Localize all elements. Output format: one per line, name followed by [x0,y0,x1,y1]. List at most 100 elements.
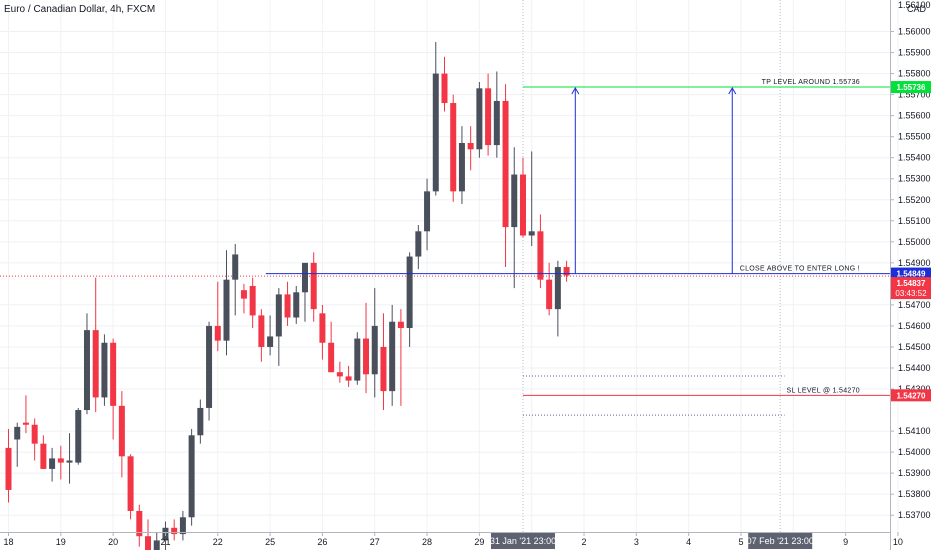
y-tick-label: 1.53800 [898,489,931,499]
candle-body[interactable] [214,325,221,341]
candle-body[interactable] [328,342,335,373]
candle-body[interactable] [319,313,326,343]
current-price-label: 1.54837 [897,279,926,288]
candle-body[interactable] [310,262,317,310]
sl-level-tag-label: 1.54270 [897,391,926,400]
x-tick-label: 2 [582,537,587,547]
candle-body[interactable] [118,405,125,457]
candle-body[interactable] [240,290,247,299]
candle-body[interactable] [66,460,73,463]
candle-body[interactable] [127,456,134,511]
candle-body[interactable] [467,142,474,150]
candle-body[interactable] [336,372,343,377]
candle-body[interactable] [101,342,108,398]
candle-body[interactable] [493,100,500,146]
candle-body[interactable] [275,294,282,337]
y-tick-label: 1.54100 [898,426,931,436]
candle-body[interactable] [406,256,413,329]
tp-level-tag-box [891,81,931,94]
candle-body[interactable] [389,321,396,392]
candle-body[interactable] [424,191,431,232]
y-tick-label: 1.55400 [898,153,931,163]
candle-body[interactable] [528,231,535,236]
candle-body[interactable] [197,407,204,436]
candle-body[interactable] [136,510,143,537]
candle-body[interactable] [258,315,265,347]
candle-body[interactable] [40,443,47,469]
candle-body[interactable] [110,342,117,406]
candle-body[interactable] [354,338,361,381]
candle-body[interactable] [179,517,186,535]
candle-body[interactable] [14,426,21,440]
candles[interactable] [5,42,570,550]
y-tick-label: 1.55300 [898,174,931,184]
candle-body[interactable] [485,88,492,146]
candle-body[interactable] [301,262,308,293]
candle-body[interactable] [537,231,544,280]
candle-body[interactable] [476,88,483,150]
candle-body[interactable] [249,285,256,316]
candle-body[interactable] [345,376,352,381]
candle-body[interactable] [519,174,526,236]
x-tick-label: 20 [108,537,118,547]
y-tick-label: 1.54000 [898,447,931,457]
x-tick-label: 4 [686,537,691,547]
candle-body[interactable] [153,540,160,550]
candle-body[interactable] [363,338,370,375]
candle-body[interactable] [223,279,230,341]
candle-body[interactable] [458,142,465,192]
candle-body[interactable] [206,325,213,408]
x-tick-label: 28 [422,537,432,547]
candle-body[interactable] [75,410,82,463]
candle-body[interactable] [31,424,38,444]
current-price-tag-box [891,277,931,300]
x-tick-label: 5 [738,537,743,547]
candle-body[interactable] [371,325,378,375]
candle-body[interactable] [554,267,561,310]
y-tick-label: 1.54600 [898,321,931,331]
x-tick-label: 21 [160,537,170,547]
x-tick-label: 9 [843,537,848,547]
x-tick-label: 29 [474,537,484,547]
crosshair-date-label: 07 Feb '21 23:00 [747,536,814,546]
tp-level-label: TP LEVEL AROUND 1.55736 [762,79,860,86]
candle-body[interactable] [171,527,178,535]
candle-body[interactable] [5,447,12,490]
candle-body[interactable] [397,321,404,329]
candle-body[interactable] [502,100,509,228]
candle-body[interactable] [57,458,64,463]
y-tick-label: 1.55500 [898,132,931,142]
chart-title: Euro / Canadian Dollar, 4h, FXCM [4,4,155,15]
candle-body[interactable] [188,435,195,518]
candle-body[interactable] [49,458,56,469]
candle-body[interactable] [267,336,274,347]
x-tick-label: 25 [265,537,275,547]
candle-body[interactable] [511,174,518,228]
currency-label: CAD [907,4,927,14]
candle-body[interactable] [432,73,439,192]
y-tick-label: 1.56000 [898,27,931,37]
candle-body[interactable] [22,422,29,425]
candle-body[interactable] [380,346,387,392]
y-tick-label: 1.53700 [898,510,931,520]
candle-body[interactable] [284,294,291,318]
level-lines[interactable]: TP LEVEL AROUND 1.55736 CLOSE ABOVE TO EN… [265,79,890,396]
candle-body[interactable] [92,330,99,398]
candle-body[interactable] [83,330,90,411]
candle-body[interactable] [441,73,448,104]
candle-body[interactable] [293,292,300,318]
candle-body[interactable] [232,254,239,280]
candle-body[interactable] [145,536,152,550]
entry-level-label: CLOSE ABOVE TO ENTER LONG ! [740,266,860,273]
candle-body[interactable] [563,267,570,276]
y-tick-label: 1.54700 [898,300,931,310]
target-arrow-head [728,87,737,95]
x-tick-label: 3 [634,537,639,547]
candle-body[interactable] [450,103,457,192]
candle-body[interactable] [415,231,422,257]
candle-body[interactable] [546,279,553,310]
